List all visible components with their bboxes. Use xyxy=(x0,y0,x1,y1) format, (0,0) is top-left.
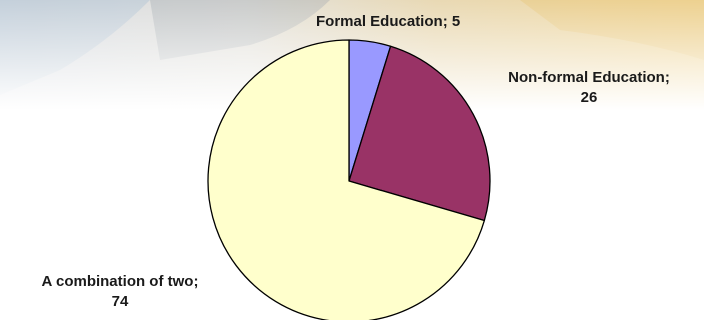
label-value: 26 xyxy=(580,89,598,106)
label-category: A combination of two xyxy=(41,273,194,290)
pie-slice-a-combination-of-two xyxy=(207,39,485,320)
label-separator: ; xyxy=(193,273,199,290)
data-label-combination-of-two: A combination of two; 74 xyxy=(6,272,234,312)
data-label-formal-education: Formal Education; 5 xyxy=(316,12,460,32)
label-separator: ; xyxy=(664,69,670,86)
label-value: 74 xyxy=(111,293,129,310)
label-separator: ; xyxy=(442,13,452,30)
label-category: Formal Education xyxy=(316,13,443,30)
label-value: 5 xyxy=(451,13,461,30)
pie-slice-non-formal-education xyxy=(348,45,491,222)
data-label-non-formal-education: Non-formal Education; 26 xyxy=(480,68,698,108)
label-category: Non-formal Education xyxy=(508,69,665,86)
